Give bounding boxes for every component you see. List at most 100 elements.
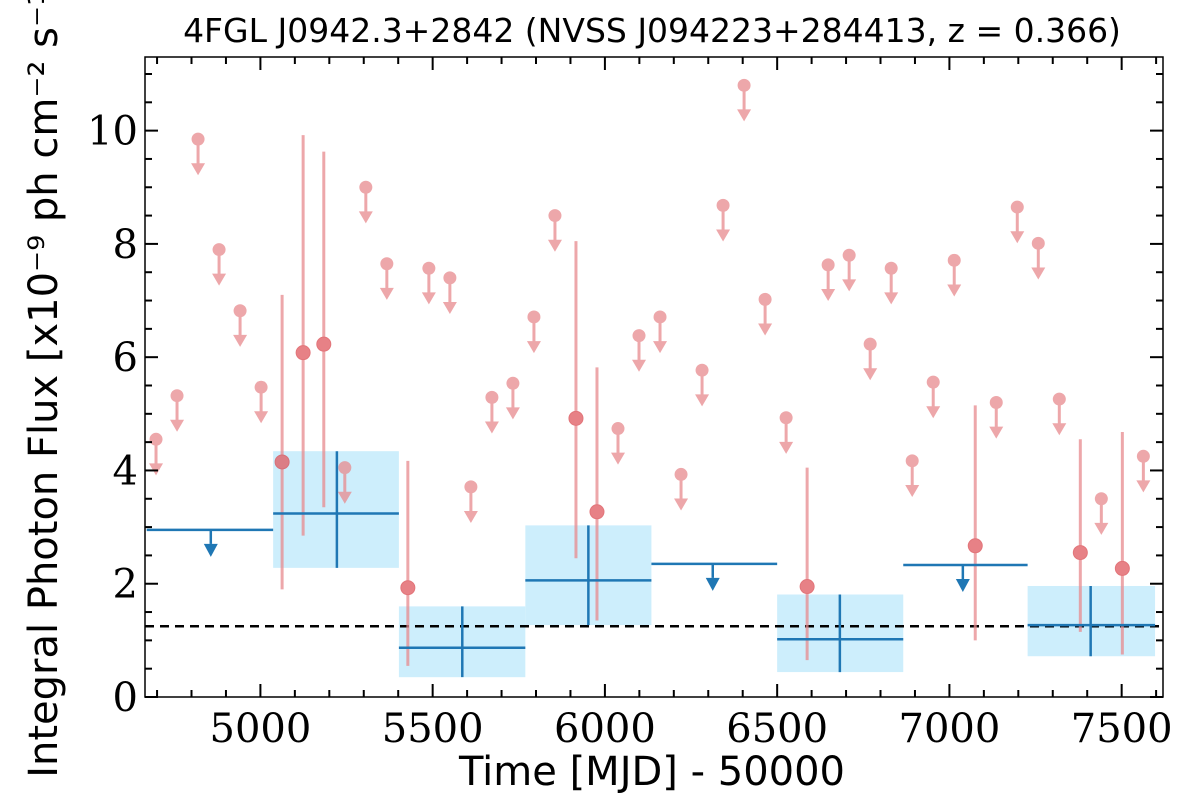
upper-limit-point bbox=[149, 432, 163, 446]
short-bin-upper-limit bbox=[653, 310, 668, 354]
upper-limit-point bbox=[716, 198, 730, 212]
short-bin-upper-limit bbox=[254, 380, 269, 424]
upper-limit-point bbox=[947, 253, 961, 267]
short-bin-upper-limit bbox=[905, 454, 920, 497]
short-bin-upper-limit bbox=[233, 304, 248, 347]
upper-limit-point bbox=[1094, 492, 1108, 506]
upper-limit-point bbox=[674, 467, 688, 481]
upper-limit-arrowhead bbox=[505, 407, 520, 420]
short-bin-upper-limit bbox=[926, 375, 941, 419]
upper-limit-point bbox=[926, 375, 940, 389]
long-bin-detection bbox=[777, 594, 904, 673]
upper-limit-point bbox=[695, 363, 709, 377]
long-upper-limit-arrowhead bbox=[203, 543, 218, 557]
upper-limit-arrowhead bbox=[1136, 480, 1151, 493]
upper-limit-point bbox=[380, 257, 394, 271]
upper-limit-arrowhead bbox=[821, 288, 836, 301]
short-bin-detection bbox=[1072, 439, 1088, 632]
upper-limit-arrowhead bbox=[863, 368, 878, 381]
upper-limit-point bbox=[863, 337, 877, 351]
short-bin-upper-limit bbox=[632, 329, 647, 372]
short-bin-upper-limit bbox=[463, 480, 478, 523]
short-bin-upper-limit bbox=[421, 261, 436, 305]
short-bin-detection bbox=[799, 467, 815, 661]
upper-limit-point bbox=[233, 304, 247, 318]
upper-limit-point bbox=[548, 209, 562, 223]
upper-limit-point bbox=[359, 180, 373, 194]
upper-limit-arrowhead bbox=[212, 273, 227, 286]
short-bin-detection bbox=[967, 405, 983, 641]
x-tick-label: 5500 bbox=[382, 706, 484, 752]
y-tick-label: 8 bbox=[113, 222, 138, 268]
upper-limit-arrowhead bbox=[905, 484, 920, 497]
upper-limit-arrowhead bbox=[1052, 423, 1067, 436]
detection-point bbox=[967, 538, 983, 554]
upper-limit-arrowhead bbox=[379, 287, 394, 300]
short-bin-detection bbox=[589, 367, 605, 621]
short-bin-upper-limit bbox=[842, 248, 857, 292]
short-bin-upper-limit bbox=[1052, 392, 1067, 436]
y-tick-label: 4 bbox=[113, 448, 138, 494]
upper-limit-point bbox=[842, 248, 856, 262]
short-bin-detection bbox=[316, 151, 332, 508]
upper-limit-arrowhead bbox=[191, 163, 206, 176]
short-bin-upper-limit bbox=[863, 337, 878, 381]
upper-limit-arrowhead bbox=[695, 394, 710, 407]
upper-limit-arrowhead bbox=[610, 452, 625, 465]
long-bin-upper-limit bbox=[903, 563, 1028, 593]
upper-limit-arrowhead bbox=[149, 463, 164, 476]
upper-limit-point bbox=[191, 132, 205, 146]
short-bin-upper-limit bbox=[149, 432, 164, 476]
short-bin-upper-limit bbox=[989, 395, 1004, 439]
upper-limit-arrowhead bbox=[526, 341, 541, 354]
short-bin-upper-limit bbox=[484, 390, 499, 434]
upper-limit-arrowhead bbox=[1010, 231, 1025, 244]
short-bin-upper-limit bbox=[1136, 449, 1151, 493]
long-bin-upper-limit bbox=[146, 528, 274, 557]
short-bin-upper-limit bbox=[442, 271, 457, 314]
upper-limit-point bbox=[254, 380, 268, 394]
upper-limit-arrowhead bbox=[674, 498, 689, 511]
upper-limit-arrowhead bbox=[233, 334, 248, 347]
upper-limit-arrowhead bbox=[358, 211, 373, 224]
upper-limit-point bbox=[338, 461, 352, 475]
short-bin-upper-limit bbox=[695, 363, 710, 407]
short-bin-upper-limit bbox=[884, 261, 899, 305]
long-bin-layer bbox=[146, 451, 1156, 678]
y-axis-title: Integral Photon Flux [x10⁻⁹ ph cm⁻² s⁻¹] bbox=[21, 0, 67, 778]
detection-point bbox=[568, 410, 584, 426]
long-bin-detection bbox=[398, 606, 526, 678]
x-tick-label: 6500 bbox=[726, 706, 828, 752]
x-tick-label: 5000 bbox=[210, 706, 312, 752]
short-bin-upper-limit bbox=[526, 310, 541, 354]
upper-limit-arrowhead bbox=[1094, 522, 1109, 535]
detection-point bbox=[1114, 560, 1130, 576]
upper-limit-arrowhead bbox=[758, 323, 773, 336]
x-tick-label: 7000 bbox=[899, 706, 1001, 752]
detection-point bbox=[589, 504, 605, 520]
short-bin-layer bbox=[149, 78, 1151, 666]
upper-limit-point bbox=[1031, 236, 1045, 250]
detection-point bbox=[274, 454, 290, 470]
short-bin-upper-limit bbox=[358, 180, 373, 224]
long-bin-upper-limit bbox=[651, 562, 778, 591]
upper-limit-point bbox=[632, 329, 646, 343]
short-bin-upper-limit bbox=[505, 376, 520, 420]
y-tick-label: 0 bbox=[113, 675, 138, 721]
upper-limit-arrowhead bbox=[170, 419, 185, 432]
short-bin-upper-limit bbox=[379, 257, 394, 300]
upper-limit-point bbox=[884, 261, 898, 275]
upper-limit-point bbox=[212, 243, 226, 257]
short-bin-upper-limit bbox=[716, 198, 731, 242]
detection-point bbox=[295, 345, 311, 361]
upper-limit-arrowhead bbox=[926, 406, 941, 419]
short-bin-upper-limit bbox=[1010, 200, 1025, 244]
y-tick-label: 6 bbox=[113, 335, 138, 381]
upper-limit-point bbox=[485, 390, 499, 404]
long-upper-limit-arrowhead bbox=[955, 579, 970, 593]
upper-limit-point bbox=[737, 78, 751, 92]
short-bin-upper-limit bbox=[170, 389, 185, 432]
long-bin-detection bbox=[273, 451, 399, 568]
short-bin-detection bbox=[1114, 431, 1130, 655]
